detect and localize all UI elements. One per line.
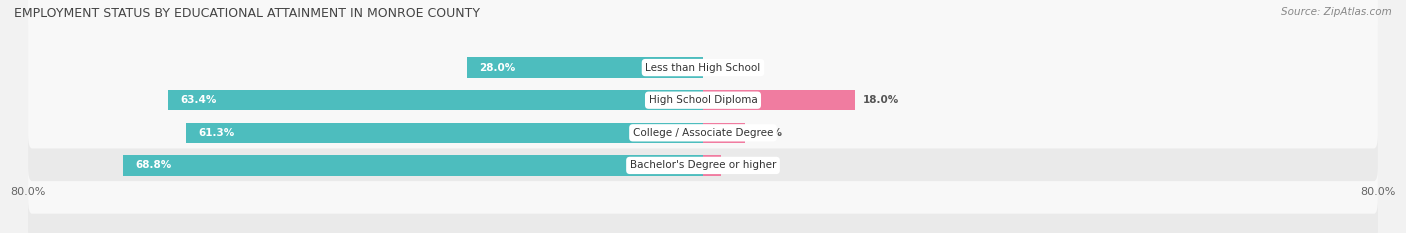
Text: Bachelor's Degree or higher: Bachelor's Degree or higher bbox=[630, 161, 776, 170]
Text: 5.0%: 5.0% bbox=[754, 128, 783, 138]
Bar bbox=[703, 123, 745, 143]
Text: 68.8%: 68.8% bbox=[135, 161, 172, 170]
Text: Less than High School: Less than High School bbox=[645, 63, 761, 72]
Text: 18.0%: 18.0% bbox=[863, 95, 900, 105]
Bar bbox=[703, 90, 855, 110]
Text: Source: ZipAtlas.com: Source: ZipAtlas.com bbox=[1281, 7, 1392, 17]
Text: 0.0%: 0.0% bbox=[711, 63, 741, 72]
FancyBboxPatch shape bbox=[28, 85, 1378, 233]
Bar bbox=[703, 155, 721, 175]
Text: 28.0%: 28.0% bbox=[479, 63, 516, 72]
FancyBboxPatch shape bbox=[28, 19, 1378, 181]
Text: EMPLOYMENT STATUS BY EDUCATIONAL ATTAINMENT IN MONROE COUNTY: EMPLOYMENT STATUS BY EDUCATIONAL ATTAINM… bbox=[14, 7, 479, 20]
FancyBboxPatch shape bbox=[28, 0, 1378, 148]
Bar bbox=[122, 155, 703, 175]
Text: College / Associate Degree: College / Associate Degree bbox=[633, 128, 773, 138]
Text: 63.4%: 63.4% bbox=[181, 95, 217, 105]
Bar bbox=[186, 123, 703, 143]
Bar bbox=[467, 58, 703, 78]
Text: High School Diploma: High School Diploma bbox=[648, 95, 758, 105]
Text: 2.1%: 2.1% bbox=[730, 161, 758, 170]
Bar bbox=[169, 90, 703, 110]
FancyBboxPatch shape bbox=[28, 52, 1378, 214]
Text: 61.3%: 61.3% bbox=[198, 128, 235, 138]
